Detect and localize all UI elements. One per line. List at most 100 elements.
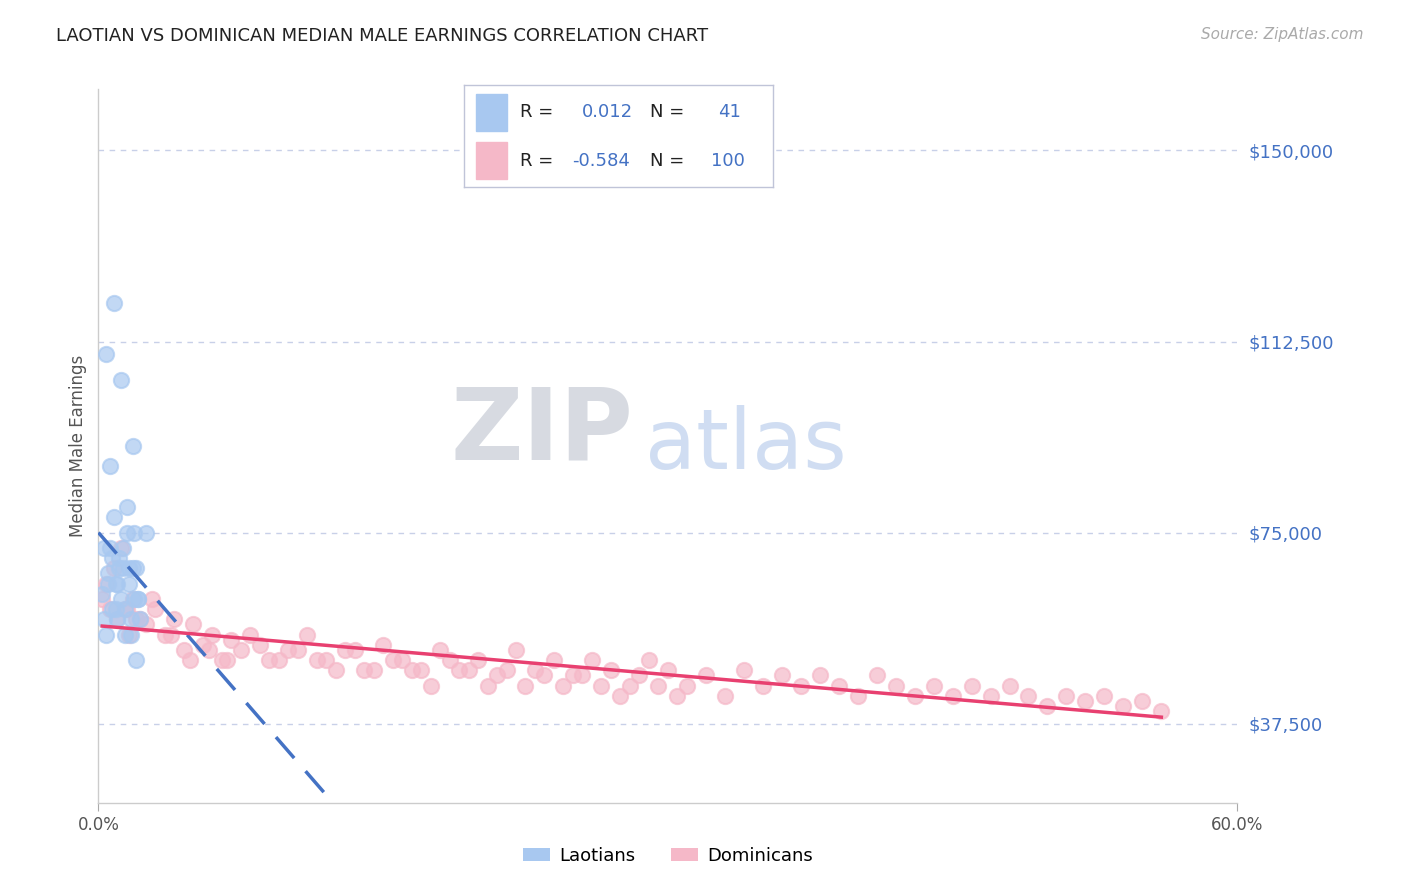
Point [100,551,122,566]
Point [998,679,1021,693]
Legend: Laotians, Dominicans: Laotians, Dominicans [516,840,820,872]
Bar [477,94,508,131]
Point [495,663,517,677]
Point [657,663,679,677]
Point [591,679,613,693]
Point [114,602,136,616]
Point [676,679,699,693]
Point [363,663,385,677]
Point [486,668,509,682]
Point [115,500,138,515]
Text: N =: N = [650,152,683,169]
Text: -0.584: -0.584 [572,152,630,169]
Point [638,653,661,667]
Point [419,679,441,693]
Point [91,587,114,601]
Point [647,679,669,693]
Point [94,576,117,591]
Point [110,541,132,555]
Point [163,612,186,626]
Point [808,668,831,682]
Point [127,591,149,606]
Point [846,689,869,703]
Point [1056,689,1078,703]
Text: 41: 41 [717,103,741,121]
Point [94,627,117,641]
Point [100,602,122,616]
Point [714,689,737,703]
Point [609,689,631,703]
Point [107,576,129,591]
Text: Source: ZipAtlas.com: Source: ZipAtlas.com [1201,27,1364,42]
Point [107,612,129,626]
Text: 0.012: 0.012 [582,103,633,121]
Point [600,663,623,677]
Point [942,689,965,703]
Point [259,653,281,667]
Point [103,561,125,575]
Point [790,679,813,693]
Point [267,653,290,667]
Point [197,643,219,657]
Point [553,679,575,693]
Point [125,561,148,575]
Point [125,653,148,667]
Point [94,347,117,361]
Point [98,541,121,555]
Point [201,627,224,641]
Point [125,612,148,626]
Point [91,591,114,606]
Point [884,679,907,693]
Point [107,612,129,626]
Point [449,663,471,677]
Point [391,653,413,667]
Point [98,459,121,474]
Point [1150,704,1173,718]
Point [108,551,131,566]
Point [104,576,127,591]
Point [118,561,141,575]
Point [1018,689,1040,703]
Point [121,591,143,606]
Point [110,373,132,387]
Text: atlas: atlas [645,406,846,486]
Point [112,561,135,575]
Point [121,439,143,453]
Point [97,576,120,591]
Point [524,663,547,677]
Point [411,663,433,677]
Point [770,668,793,682]
Text: ZIP: ZIP [451,384,634,480]
Point [103,296,125,310]
Point [960,679,983,693]
Point [752,679,775,693]
Point [110,591,132,606]
Point [666,689,689,703]
Point [120,612,142,626]
Point [114,627,136,641]
Point [124,525,146,540]
Point [127,591,149,606]
Text: LAOTIAN VS DOMINICAN MEDIAN MALE EARNINGS CORRELATION CHART: LAOTIAN VS DOMINICAN MEDIAN MALE EARNING… [56,27,709,45]
Point [153,627,176,641]
Point [828,679,851,693]
Point [118,576,141,591]
Point [733,663,755,677]
Point [571,668,593,682]
Point [515,679,537,693]
Point [1036,698,1059,713]
Point [381,653,404,667]
Point [401,663,423,677]
Point [159,627,181,641]
Point [93,612,115,626]
Point [114,602,136,616]
Point [183,617,205,632]
Point [173,643,195,657]
Text: R =: R = [520,152,553,169]
Point [477,679,499,693]
Point [229,643,252,657]
Point [103,510,125,524]
Point [239,627,262,641]
Point [277,643,299,657]
Point [249,638,271,652]
